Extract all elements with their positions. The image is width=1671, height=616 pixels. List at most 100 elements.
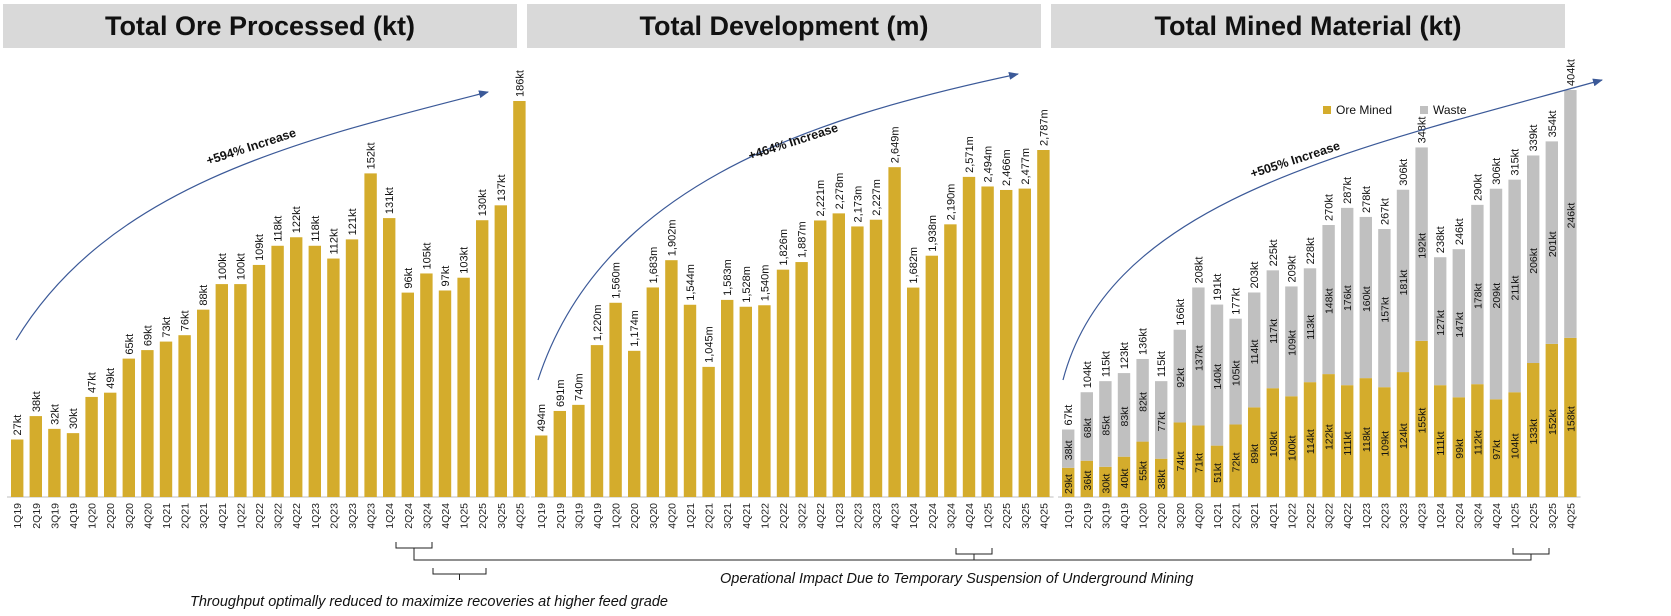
ore-segment-label: 114kt — [1305, 429, 1317, 454]
category-label: 4Q25 — [1565, 503, 1577, 529]
ore-segment-label: 100kt — [1286, 435, 1298, 461]
total-label: 278kt — [1361, 186, 1373, 213]
bar — [1000, 189, 1013, 498]
category-label: 1Q21 — [161, 503, 173, 529]
category-label: 3Q19 — [1100, 503, 1112, 529]
bar-ore-mined — [1378, 387, 1391, 497]
bar — [944, 224, 957, 498]
category-label: 3Q22 — [273, 503, 285, 529]
bar-waste — [1564, 90, 1577, 338]
bar — [122, 358, 135, 497]
category-label: 3Q21 — [198, 503, 210, 529]
category-label: 1Q22 — [759, 503, 771, 529]
bar — [457, 277, 470, 497]
data-label: 2,173m — [852, 186, 864, 223]
ore-chart-title: Total Ore Processed (kt) — [3, 4, 517, 48]
category-label: 2Q24 — [927, 503, 939, 529]
waste-segment-label: 160kt — [1361, 286, 1373, 312]
bar — [29, 416, 42, 497]
data-label: 2,466m — [1001, 149, 1013, 186]
ore-segment-label: 55kt — [1138, 461, 1150, 481]
bar-ore-mined — [1155, 458, 1168, 497]
category-label: 4Q24 — [964, 503, 976, 529]
bar-waste — [1303, 268, 1317, 383]
bar-waste — [1527, 155, 1540, 364]
bar-waste — [1285, 286, 1298, 397]
data-label: 2,649m — [890, 126, 902, 163]
ore-processed-chart: 27kt 1Q19 38kt 2Q19 32kt 3Q19 30kt 4Q19 47kt 1Q20… — [7, 70, 530, 529]
bar — [364, 173, 377, 498]
ore-segment-label: 124kt — [1398, 423, 1410, 449]
bar — [327, 258, 340, 497]
category-label: 4Q24 — [1491, 503, 1503, 529]
impact-connector — [413, 554, 1532, 561]
mined-material-chart: 29kt 38kt 67kt 1Q19 36kt 68kt 104kt 2Q19 30kt 85k… — [1058, 59, 1603, 529]
bar — [553, 410, 566, 497]
bar-waste — [1434, 257, 1447, 386]
category-label: 1Q19 — [12, 503, 24, 529]
bar-waste — [1099, 381, 1112, 467]
ore-segment-label: 29kt — [1063, 474, 1075, 494]
data-label: 1,220m — [592, 304, 604, 341]
bar — [197, 309, 210, 497]
trend-arrow — [537, 71, 1019, 381]
bar-ore-mined — [1062, 467, 1075, 497]
bar — [925, 255, 938, 497]
bar-waste — [1248, 292, 1261, 408]
total-label: 267kt — [1379, 198, 1391, 225]
category-label: 4Q19 — [68, 503, 80, 529]
ore-segment-label: 40kt — [1119, 469, 1131, 489]
waste-segment-label: 140kt — [1212, 364, 1224, 390]
bar-ore-mined — [1210, 445, 1224, 497]
category-label: 1Q20 — [611, 503, 623, 529]
waste-segment-label: 127kt — [1435, 310, 1447, 336]
bar — [11, 439, 24, 497]
data-label: 118kt — [310, 216, 322, 242]
bar-waste — [1266, 270, 1279, 389]
category-label: 1Q24 — [908, 503, 920, 529]
total-label: 228kt — [1305, 237, 1317, 264]
ore-segment-label: 38kt — [1156, 470, 1168, 490]
bar — [401, 292, 414, 497]
category-label: 1Q22 — [235, 503, 247, 529]
category-label: 3Q20 — [1175, 503, 1187, 529]
bar-waste — [1062, 429, 1075, 468]
legend-ore-label: Ore Mined — [1336, 103, 1392, 117]
throughput-note: Throughput optimally reduced to maximize… — [190, 594, 668, 610]
data-label: 1,174m — [629, 310, 641, 347]
category-label: 4Q21 — [741, 503, 753, 529]
waste-segment-label: 201kt — [1547, 231, 1559, 257]
bar — [888, 167, 901, 497]
bar — [178, 335, 191, 497]
category-label: 3Q19 — [49, 503, 61, 529]
category-label: 2Q19 — [1082, 503, 1094, 529]
waste-segment-label: 113kt — [1305, 315, 1317, 340]
ore-segment-label: 108kt — [1268, 431, 1280, 457]
total-label: 404kt — [1565, 59, 1577, 86]
data-label: 100kt — [235, 253, 247, 280]
category-label: 4Q21 — [1268, 503, 1280, 529]
mined-chart-title: Total Mined Material (kt) — [1051, 4, 1565, 48]
category-label: 2Q22 — [778, 503, 790, 529]
bar-waste — [1192, 287, 1205, 426]
category-label: 1Q22 — [1286, 503, 1298, 529]
ore-segment-label: 109kt — [1379, 431, 1391, 457]
category-label: 4Q21 — [217, 503, 229, 529]
data-label: 1,045m — [704, 326, 716, 363]
bar-ore-mined — [1173, 422, 1186, 497]
category-label: 2Q19 — [31, 503, 43, 529]
total-label: 104kt — [1082, 361, 1094, 388]
data-label: 49kt — [105, 368, 117, 389]
category-label: 3Q25 — [1547, 503, 1559, 529]
data-label: 2,787m — [1038, 109, 1050, 146]
category-label: 4Q20 — [666, 503, 678, 529]
bar — [832, 213, 845, 497]
category-label: 3Q22 — [1324, 503, 1336, 529]
ore-segment-label: 74kt — [1175, 451, 1187, 471]
development-chart: 494m 1Q19 691m 2Q19 740m 3Q19 1,220m 4Q19 1,560m… — [531, 71, 1054, 529]
data-label: 130kt — [477, 189, 489, 216]
ore-segment-label: 71kt — [1193, 453, 1205, 473]
bar — [308, 245, 321, 497]
total-label: 287kt — [1342, 177, 1354, 204]
category-label: 1Q21 — [1212, 503, 1224, 529]
